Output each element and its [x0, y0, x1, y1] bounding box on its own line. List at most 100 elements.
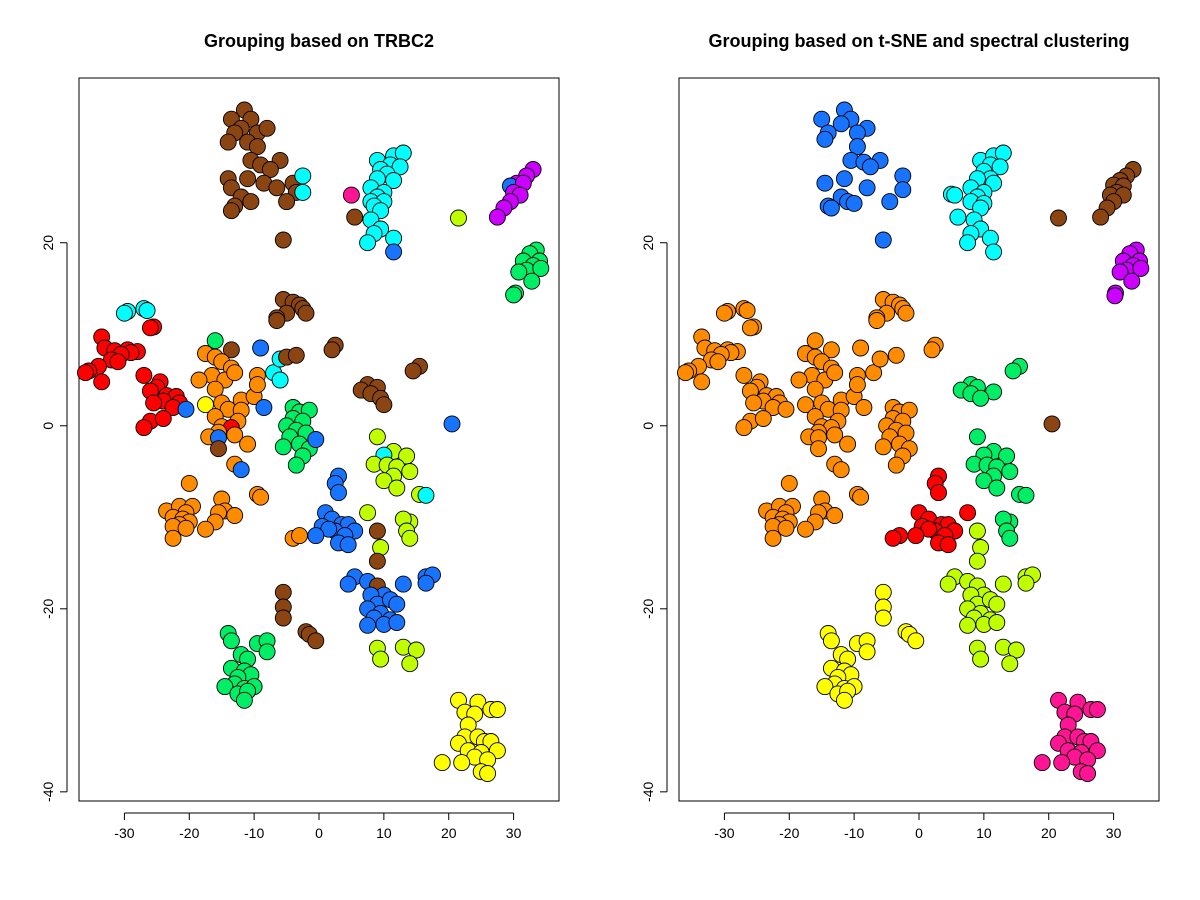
data-point [972, 389, 990, 407]
data-point [226, 364, 244, 382]
data-point [177, 519, 195, 537]
data-point [1132, 259, 1150, 277]
data-point [1004, 362, 1022, 380]
x-tick-label: 10 [376, 825, 392, 841]
data-point [450, 209, 467, 227]
data-point [330, 484, 347, 502]
data-point [884, 529, 902, 547]
data-point [239, 170, 257, 188]
y-axis: -40 -20 0 20 [640, 235, 668, 802]
data-point [433, 754, 451, 772]
data-point [816, 130, 834, 148]
data-point [858, 179, 876, 197]
data-point [1111, 263, 1129, 281]
data-point [385, 172, 403, 189]
data-point [488, 208, 506, 226]
y-tick-label: 20 [640, 235, 656, 251]
data-point [258, 643, 276, 661]
x-tick-label: 0 [915, 825, 923, 841]
data-point [197, 520, 214, 538]
data-point [858, 643, 876, 661]
data-point [709, 353, 727, 371]
data-point [388, 479, 406, 497]
data-point [813, 110, 831, 128]
data-point [235, 691, 253, 709]
y-tick-label: -20 [640, 598, 656, 618]
data-point [790, 371, 808, 389]
data-point [959, 234, 977, 252]
data-point [385, 243, 403, 261]
data-point [968, 522, 986, 540]
data-point [1001, 655, 1019, 673]
data-point [861, 158, 879, 176]
x-tick-label: 0 [315, 825, 323, 841]
y-tick-label: 0 [640, 422, 656, 430]
scatter-panel-trbc2: Grouping based on TRBC2 -30 -20 -10 0 10 20 30… [40, 31, 560, 841]
data-point [138, 302, 156, 319]
data-point [206, 380, 224, 398]
data-point [994, 575, 1012, 593]
data-point [135, 419, 153, 437]
data-point [510, 263, 528, 281]
data-point [949, 208, 967, 226]
data-point [946, 186, 964, 204]
data-point [835, 170, 853, 188]
data-point [693, 373, 711, 391]
data-point [226, 426, 244, 444]
x-tick-label: 30 [1106, 825, 1122, 841]
data-point [874, 583, 892, 601]
data-point [154, 410, 172, 427]
data-point [832, 115, 850, 133]
data-point [401, 463, 419, 480]
data-point [222, 341, 240, 359]
data-point [968, 428, 986, 446]
data-point [881, 193, 899, 211]
data-point [777, 519, 795, 537]
data-point [816, 174, 834, 192]
data-point [826, 507, 844, 524]
y-tick-label: -40 [40, 782, 56, 802]
data-point [994, 144, 1012, 162]
data-point [988, 595, 1006, 613]
data-point [274, 609, 292, 627]
data-point [388, 614, 406, 631]
data-point [780, 474, 798, 492]
data-point [1088, 701, 1106, 718]
data-point [297, 304, 315, 322]
data-point [939, 575, 957, 593]
y-tick-label: -20 [40, 598, 56, 618]
data-point [923, 341, 941, 359]
data-point [1001, 463, 1019, 480]
data-point [274, 231, 292, 249]
data-point [988, 614, 1006, 631]
data-point [806, 380, 824, 398]
data-point [271, 371, 289, 389]
data-point [907, 527, 925, 545]
data-point [874, 609, 892, 627]
data-point [930, 484, 947, 502]
data-point [359, 616, 377, 634]
chart-title: Grouping based on TRBC2 [204, 31, 434, 51]
data-point [1053, 754, 1071, 772]
data-point [242, 193, 260, 211]
scatter-points [77, 101, 550, 782]
data-point [261, 161, 279, 178]
x-tick-label: 20 [441, 825, 457, 841]
data-point [274, 438, 292, 456]
x-tick-label: 30 [506, 825, 522, 841]
data-point [291, 527, 308, 545]
data-point [180, 474, 198, 492]
data-point [972, 650, 990, 668]
data-point [1007, 641, 1025, 659]
data-point [339, 536, 357, 554]
data-point [346, 208, 364, 226]
data-point [1050, 209, 1067, 227]
data-point [407, 641, 425, 659]
data-point [401, 655, 419, 673]
data-point [865, 364, 883, 382]
data-point [505, 286, 523, 304]
data-point [222, 202, 240, 220]
data-point [868, 312, 886, 329]
data-point [852, 488, 870, 506]
